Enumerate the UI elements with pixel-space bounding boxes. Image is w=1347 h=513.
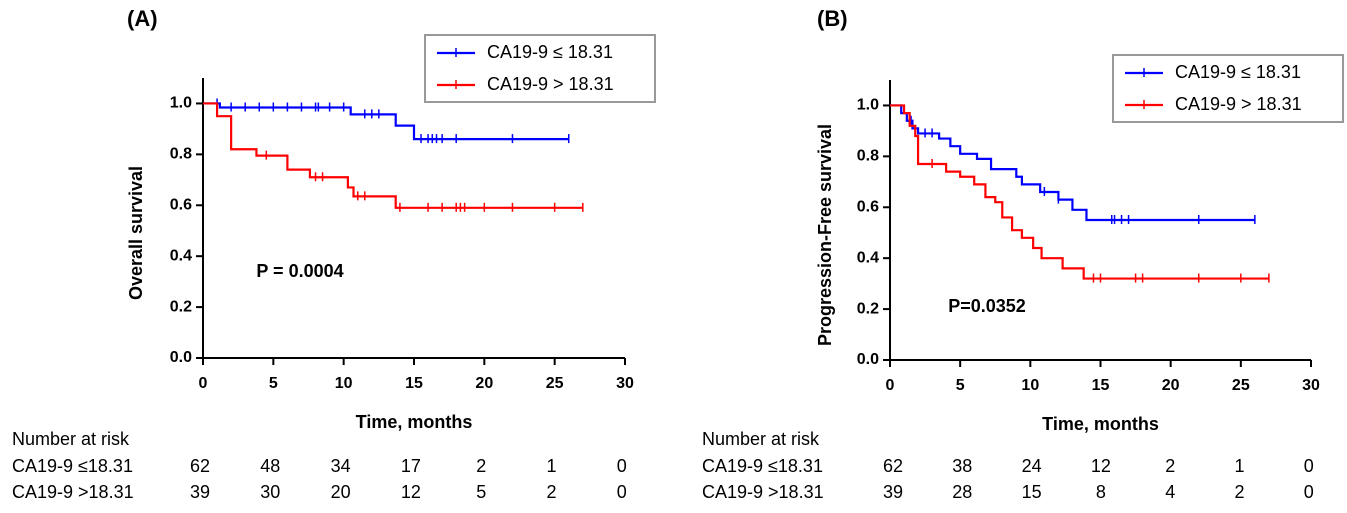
- legend-label: CA19-9 > 18.31: [1175, 94, 1302, 114]
- risk-count: 39: [883, 482, 903, 502]
- survival-curve: [203, 102, 569, 141]
- risk-count: 38: [952, 456, 972, 476]
- y-tick-label: 1.0: [170, 95, 192, 112]
- x-tick-label: 15: [405, 375, 423, 392]
- risk-table-title: Number at risk: [702, 429, 820, 449]
- annotation: P = 0.0004: [256, 261, 343, 281]
- x-axis-label: Time, months: [356, 412, 473, 432]
- risk-row-label: CA19-9 ≤18.31: [702, 456, 823, 476]
- y-tick-label: 0.4: [857, 249, 879, 266]
- legend-box: [1112, 54, 1344, 123]
- y-tick-label: 0.6: [857, 198, 879, 215]
- risk-count: 1: [1234, 456, 1244, 476]
- risk-count: 0: [1304, 482, 1314, 502]
- risk-count: 17: [401, 456, 421, 476]
- risk-count: 1: [546, 456, 556, 476]
- x-tick-label: 5: [956, 377, 965, 394]
- legend-label: CA19-9 ≤ 18.31: [487, 42, 613, 62]
- risk-count: 24: [1022, 456, 1042, 476]
- risk-count: 28: [952, 482, 972, 502]
- y-tick-label: 0.0: [170, 349, 192, 366]
- risk-row-label: CA19-9 ≤18.31: [12, 456, 133, 476]
- risk-count: 2: [1165, 456, 1175, 476]
- risk-count: 8: [1096, 482, 1106, 502]
- y-tick-label: 0.0: [857, 351, 879, 368]
- risk-count: 15: [1022, 482, 1042, 502]
- risk-count: 2: [1234, 482, 1244, 502]
- x-tick-label: 30: [1302, 377, 1320, 394]
- risk-count: 0: [617, 456, 627, 476]
- x-tick-label: 5: [269, 375, 278, 392]
- risk-count: 62: [883, 456, 903, 476]
- legend-label: CA19-9 > 18.31: [487, 74, 614, 94]
- risk-count: 0: [1304, 456, 1314, 476]
- risk-row-label: CA19-9 >18.31: [702, 482, 824, 502]
- x-tick-label: 10: [1021, 377, 1039, 394]
- risk-count: 4: [1165, 482, 1175, 502]
- risk-count: 48: [260, 456, 280, 476]
- risk-count: 0: [617, 482, 627, 502]
- risk-count: 5: [476, 482, 486, 502]
- y-axis-label: Progression-Free survival: [815, 124, 835, 346]
- risk-count: 20: [331, 482, 351, 502]
- y-axis-label: Overall survival: [126, 166, 146, 300]
- x-tick-label: 20: [475, 375, 493, 392]
- y-tick-label: 0.8: [170, 146, 192, 163]
- panel-label: (B): [817, 6, 848, 31]
- panel-label: (A): [127, 6, 158, 31]
- x-tick-label: 30: [616, 375, 634, 392]
- risk-count: 62: [190, 456, 210, 476]
- risk-table-title: Number at risk: [12, 429, 130, 449]
- x-tick-label: 20: [1162, 377, 1180, 394]
- x-tick-label: 25: [546, 375, 564, 392]
- x-axis-label: Time, months: [1042, 414, 1159, 434]
- x-tick-label: 15: [1092, 377, 1110, 394]
- annotation: P=0.0352: [948, 296, 1026, 316]
- risk-count: 12: [401, 482, 421, 502]
- risk-row-label: CA19-9 >18.31: [12, 482, 134, 502]
- risk-count: 12: [1091, 456, 1111, 476]
- survival-curve: [890, 104, 1269, 280]
- risk-count: 2: [546, 482, 556, 502]
- y-tick-label: 0.6: [170, 196, 192, 213]
- y-tick-label: 0.2: [170, 298, 192, 315]
- risk-count: 2: [476, 456, 486, 476]
- x-tick-label: 10: [335, 375, 353, 392]
- legend-box: [424, 34, 656, 103]
- x-tick-label: 0: [199, 375, 208, 392]
- legend-label: CA19-9 ≤ 18.31: [1175, 62, 1301, 82]
- risk-count: 39: [190, 482, 210, 502]
- y-tick-label: 0.2: [857, 300, 879, 317]
- x-tick-label: 0: [886, 377, 895, 394]
- x-tick-label: 25: [1232, 377, 1250, 394]
- y-tick-label: 1.0: [857, 97, 879, 114]
- y-tick-label: 0.4: [170, 247, 192, 264]
- risk-count: 30: [260, 482, 280, 502]
- risk-count: 34: [331, 456, 351, 476]
- survival-curve: [203, 102, 583, 209]
- y-tick-label: 0.8: [857, 148, 879, 165]
